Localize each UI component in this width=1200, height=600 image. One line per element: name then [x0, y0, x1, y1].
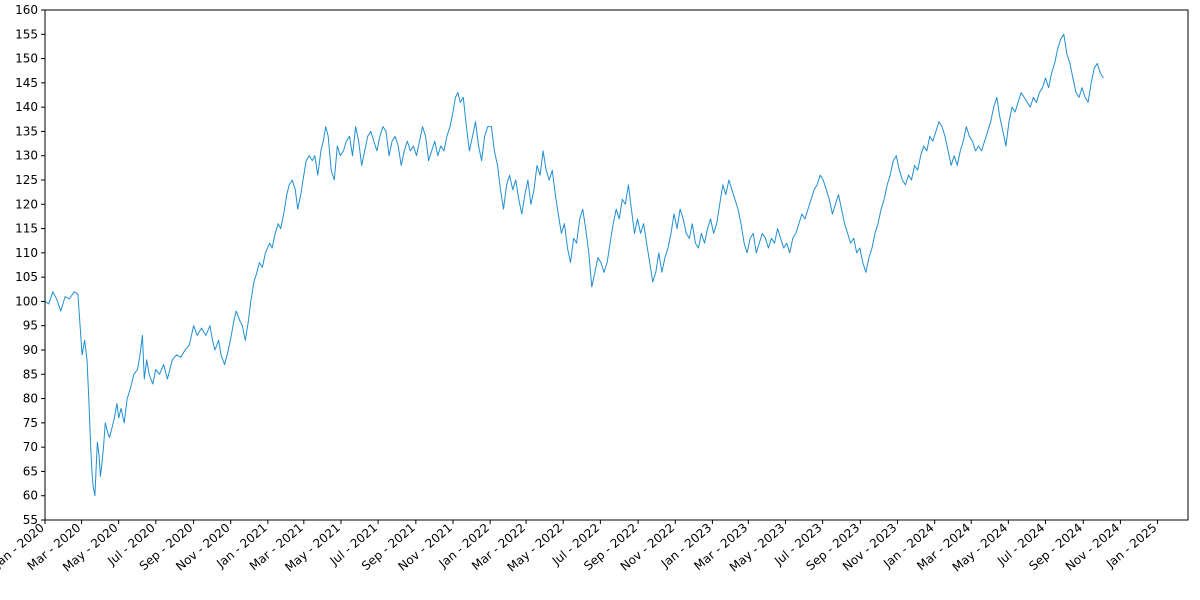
y-tick-label: 120 [15, 197, 38, 211]
y-tick-label: 55 [23, 513, 38, 527]
y-tick-label: 145 [15, 76, 38, 90]
y-tick-label: 85 [23, 367, 38, 381]
y-tick-label: 135 [15, 124, 38, 138]
y-tick-label: 65 [23, 464, 38, 478]
y-tick-label: 80 [23, 392, 38, 406]
series-line [44, 33, 1104, 497]
y-tick-label: 110 [15, 246, 38, 260]
y-tick-label: 95 [23, 319, 38, 333]
plot-area [45, 10, 1188, 520]
y-tick-label: 150 [15, 52, 38, 66]
y-tick-label: 125 [15, 173, 38, 187]
y-tick-label: 105 [15, 270, 38, 284]
y-axis: 55 60 65 70 75 80 85 90 95 100 105 110 115 120 125 130 1… [15, 3, 45, 527]
y-tick-label: 160 [15, 3, 38, 17]
y-tick-label: 100 [15, 294, 38, 308]
y-tick-label: 140 [15, 100, 38, 114]
plot-frame [44, 9, 1189, 521]
y-tick-label: 75 [23, 416, 38, 430]
y-tick-label: 60 [23, 489, 38, 503]
y-tick-label: 155 [15, 27, 38, 41]
y-tick-label: 90 [23, 343, 38, 357]
y-tick-label: 115 [15, 222, 38, 236]
y-tick-label: 70 [23, 440, 38, 454]
y-tick-label: 130 [15, 149, 38, 163]
